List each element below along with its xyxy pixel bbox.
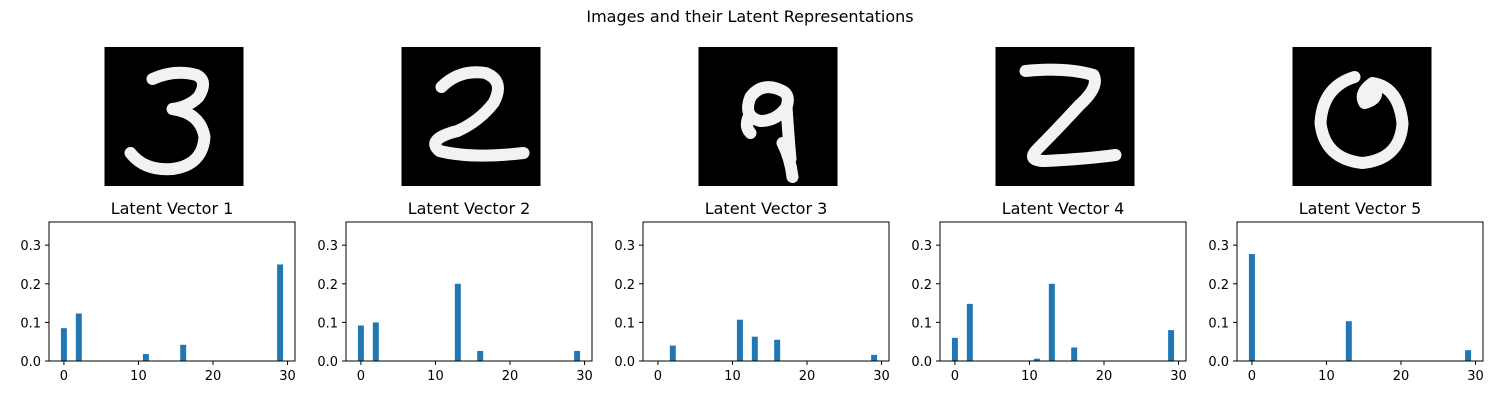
bar-2-16 [477,350,484,361]
bar-3-11 [736,319,743,361]
bar-5-0 [1248,254,1255,361]
handwritten-digit-2-stroke [429,66,530,162]
y-tick-label: 0.3 [614,239,635,254]
x-tick-label: 10 [130,369,147,384]
y-tick-label: 0.3 [911,239,932,254]
bar-1-0 [60,328,67,361]
panel-5: Latent Vector 5 0 10 20 30 0.0 0.1 0.2 0.3 [1208,47,1484,384]
x-tick-label: 10 [724,369,741,384]
panel-3: Latent Vector 3 0 10 20 30 0.0 0.1 0.2 0.3 [614,47,890,384]
x-tick-label: 30 [576,369,593,384]
handwritten-digit-9-stroke [740,81,799,183]
x-tick-label: 20 [1096,369,1113,384]
bar-4-2 [966,303,973,361]
y-tick-label: 0.1 [911,316,932,331]
chart-title-4: Latent Vector 4 [1002,199,1125,218]
axes-frame-2 [345,221,593,362]
x-tick-label: 20 [502,369,519,384]
y-tick-label: 0.1 [1208,316,1229,331]
y-tick-label: 0.2 [1208,278,1229,293]
y-tick-label: 0.2 [20,278,41,293]
bar-2-0 [357,325,364,361]
x-tick-label: 20 [1393,369,1410,384]
bar-2-2 [372,322,379,361]
y-tick-label: 0.2 [614,278,635,293]
y-tick-label: 0.2 [317,278,338,293]
bar-5-29 [1465,350,1472,361]
x-tick-label: 10 [1318,369,1335,384]
x-tick-label: 0 [357,369,365,384]
axes-frame-1 [48,221,296,362]
bar-1-29 [277,264,284,361]
chart-title-2: Latent Vector 2 [408,199,531,218]
x-tick-label: 30 [279,369,296,384]
y-tick-label: 0.1 [614,316,635,331]
bar-2-29 [574,350,581,361]
bar-3-2 [669,345,676,361]
handwritten-digit-0-stroke [1314,71,1409,169]
bar-4-29 [1168,330,1175,361]
x-tick-label: 10 [427,369,444,384]
x-tick-label: 20 [205,369,222,384]
y-tick-label: 0.1 [20,316,41,331]
y-tick-label: 0.3 [1208,239,1229,254]
x-tick-label: 0 [1248,369,1256,384]
y-tick-label: 0.0 [911,355,932,370]
digit-image-2 [401,47,541,186]
digit-image-1 [104,47,244,186]
bar-3-29 [871,354,878,361]
x-tick-label: 0 [60,369,68,384]
digit-image-3 [698,47,838,186]
chart-title-3: Latent Vector 3 [705,199,828,218]
panel-4: Latent Vector 4 0 10 20 30 0.0 0.1 0.2 0.3 [911,47,1187,384]
handwritten-digit-2-stroke [1019,63,1122,167]
bar-4-16 [1071,347,1078,361]
x-tick-label: 30 [1170,369,1187,384]
bar-4-13 [1048,283,1055,361]
x-tick-label: 30 [1467,369,1484,384]
y-tick-label: 0.0 [317,355,338,370]
y-tick-label: 0.1 [317,316,338,331]
y-tick-label: 0.3 [317,239,338,254]
bar-2-13 [454,283,461,361]
x-tick-label: 0 [951,369,959,384]
x-tick-label: 10 [1021,369,1038,384]
x-tick-label: 20 [799,369,816,384]
x-tick-label: 0 [654,369,662,384]
panel-1: Latent Vector 1 0 10 20 30 0.0 0.1 0.2 0.3 [20,47,296,384]
y-tick-label: 0.0 [20,355,41,370]
bar-1-2 [75,313,82,361]
panel-2: Latent Vector 2 0 10 20 30 0.0 0.1 0.2 0.3 [317,47,593,384]
digit-image-4 [995,47,1135,186]
y-tick-label: 0.2 [911,278,932,293]
axes-frame-3 [642,221,890,362]
y-tick-label: 0.3 [20,239,41,254]
bar-1-11 [142,354,149,361]
x-tick-label: 30 [873,369,890,384]
axes-frame-4 [939,221,1187,362]
figure-title: Images and their Latent Representations [586,7,913,26]
axes-frame-5 [1236,221,1484,362]
chart-title-5: Latent Vector 5 [1299,199,1422,218]
handwritten-digit-3-stroke [124,66,211,176]
y-tick-label: 0.0 [614,355,635,370]
bar-5-13 [1345,321,1352,361]
bar-1-16 [180,344,187,361]
bar-3-13 [751,336,758,361]
bar-3-16 [774,339,781,361]
y-tick-label: 0.0 [1208,355,1229,370]
bar-4-11 [1033,358,1040,361]
bar-4-0 [951,337,958,361]
chart-title-1: Latent Vector 1 [111,199,234,218]
digit-image-5 [1292,47,1432,186]
